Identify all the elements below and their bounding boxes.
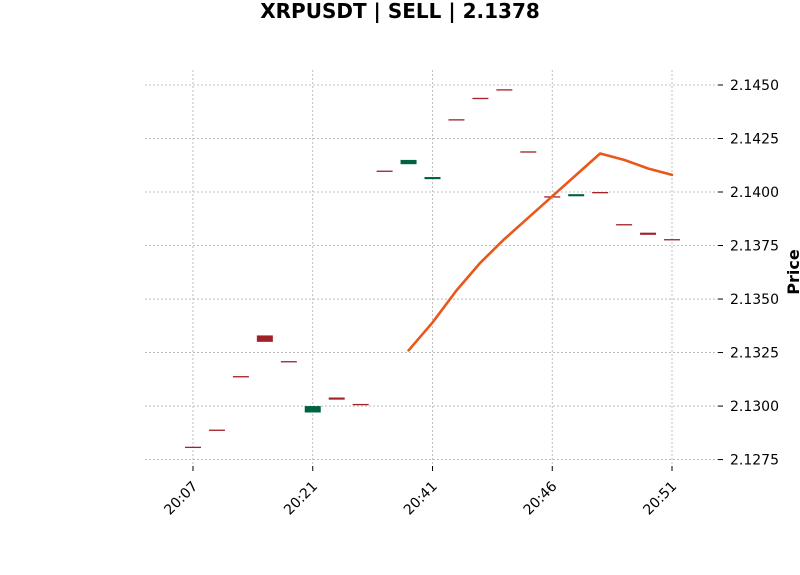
y-axis-label: Price <box>784 249 800 295</box>
candle <box>616 224 633 226</box>
candle <box>376 170 393 172</box>
y-tick-label: 2.1300 <box>730 399 779 415</box>
y-tick-label: 2.1400 <box>730 185 779 201</box>
candle <box>520 151 537 153</box>
candle <box>400 159 417 165</box>
y-tick-label: 2.1450 <box>730 78 779 94</box>
candle <box>496 89 513 91</box>
y-tick-label: 2.1325 <box>730 346 779 362</box>
candle <box>256 335 273 342</box>
candle <box>280 361 297 363</box>
candle <box>424 177 441 180</box>
candle <box>592 192 609 194</box>
candle <box>448 119 465 121</box>
candle <box>185 446 201 449</box>
candle <box>568 194 585 197</box>
axis-layer: 2.1275 2.1300 2.1325 2.1350 2.1375 2.1400 2.14… <box>161 78 779 518</box>
y-tick-label: 2.1425 <box>730 131 779 147</box>
candle-layer <box>185 89 680 449</box>
x-tick-label: 20:07 <box>161 479 201 519</box>
candle <box>640 232 657 235</box>
y-tick-label: 2.1375 <box>730 239 779 255</box>
line-layer <box>407 152 674 352</box>
y-tick-label: 2.1350 <box>730 292 779 308</box>
x-tick-label: 20:46 <box>521 479 561 519</box>
y-tick-label: 2.1275 <box>730 453 779 469</box>
candle <box>472 97 489 100</box>
x-tick-label: 20:41 <box>401 479 441 519</box>
candle <box>232 376 249 378</box>
grid-layer <box>145 70 718 466</box>
candle <box>208 429 225 431</box>
candle <box>328 397 345 400</box>
candle <box>664 239 680 241</box>
x-tick-label: 20:51 <box>640 479 680 519</box>
series-line <box>407 152 674 352</box>
chart-title: XRPUSDT | SELL | 2.1378 <box>260 0 540 23</box>
x-tick-label: 20:21 <box>281 479 321 519</box>
candle <box>352 403 369 406</box>
candle <box>304 406 321 413</box>
